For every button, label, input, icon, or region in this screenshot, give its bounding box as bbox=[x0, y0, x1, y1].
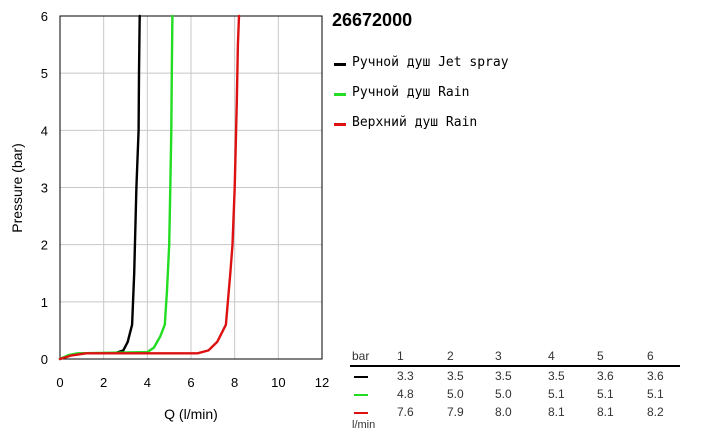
pressure-column-header: 5 bbox=[597, 349, 604, 363]
y-tick-label: 3 bbox=[41, 181, 48, 196]
x-tick-label: 4 bbox=[144, 375, 151, 390]
y-axis-label: Pressure (bar) bbox=[9, 143, 25, 232]
x-tick-label: 10 bbox=[271, 375, 285, 390]
y-tick-label: 2 bbox=[41, 238, 48, 253]
pressure-column-header: 6 bbox=[647, 349, 654, 363]
legend-swatch bbox=[334, 123, 346, 126]
flow-rate-table: bar 1 2 3 4 5 6 3.3 3.5 3.5 3.5 3.6 3.6 … bbox=[350, 349, 680, 421]
x-tick-label: 0 bbox=[56, 375, 63, 390]
y-tick-label: 4 bbox=[41, 123, 48, 138]
flow-value: 3.6 bbox=[647, 369, 664, 383]
pressure-column-header: 1 bbox=[397, 349, 404, 363]
flow-value: 5.1 bbox=[597, 387, 614, 401]
x-tick-label: 8 bbox=[231, 375, 238, 390]
flow-value: 8.1 bbox=[597, 405, 614, 419]
legend-label: Ручной душ Jet spray bbox=[352, 55, 509, 70]
flow-value: 3.5 bbox=[495, 369, 512, 383]
flow-value: 3.5 bbox=[447, 369, 464, 383]
product-code-title: 26672000 bbox=[332, 10, 413, 30]
series-line-1 bbox=[58, 14, 174, 361]
table-row: 4.8 5.0 5.0 5.1 5.1 5.1 bbox=[350, 385, 680, 403]
series-lines bbox=[58, 14, 241, 361]
flow-unit-label: l/min bbox=[352, 419, 376, 431]
pressure-column-header: 3 bbox=[495, 349, 502, 363]
flow-value: 8.0 bbox=[495, 405, 512, 419]
flow-value: 7.9 bbox=[447, 405, 464, 419]
flow-table-header: bar 1 2 3 4 5 6 bbox=[350, 349, 680, 367]
y-tick-label: 6 bbox=[41, 9, 48, 24]
flow-value: 5.0 bbox=[447, 387, 464, 401]
y-tick-label: 1 bbox=[41, 295, 48, 310]
flow-value: 8.2 bbox=[647, 405, 664, 419]
flow-value: 3.5 bbox=[548, 369, 565, 383]
x-tick-label: 2 bbox=[100, 375, 107, 390]
row-color-swatch bbox=[354, 376, 368, 378]
flow-value: 5.1 bbox=[647, 387, 664, 401]
flow-value: 4.8 bbox=[397, 387, 414, 401]
flow-value: 8.1 bbox=[548, 405, 565, 419]
x-tick-label: 6 bbox=[187, 375, 194, 390]
legend-swatch bbox=[334, 93, 346, 96]
grid-lines bbox=[60, 16, 322, 359]
series-line-2 bbox=[58, 14, 241, 361]
pressure-header-label: bar bbox=[352, 349, 370, 363]
pressure-column-header: 4 bbox=[548, 349, 555, 363]
flow-value: 5.1 bbox=[548, 387, 565, 401]
flow-value: 7.6 bbox=[397, 405, 414, 419]
row-color-swatch bbox=[354, 394, 368, 396]
y-tick-label: 0 bbox=[41, 352, 48, 367]
legend-label: Верхний душ Rain bbox=[352, 115, 478, 130]
y-tick-label: 5 bbox=[41, 66, 48, 81]
table-row: 7.6 7.9 8.0 8.1 8.1 8.2 bbox=[350, 403, 680, 421]
plot-area-frame bbox=[59, 15, 323, 360]
flow-value: 5.0 bbox=[495, 387, 512, 401]
pressure-column-header: 2 bbox=[447, 349, 454, 363]
legend-label: Ручной душ Rain bbox=[352, 85, 470, 100]
legend-swatch bbox=[334, 63, 346, 66]
x-tick-label: 12 bbox=[315, 375, 329, 390]
x-axis-label: Q (l/min) bbox=[164, 406, 218, 422]
row-color-swatch bbox=[354, 412, 368, 414]
flow-value: 3.6 bbox=[597, 369, 614, 383]
table-row: 3.3 3.5 3.5 3.5 3.6 3.6 bbox=[350, 367, 680, 385]
flow-value: 3.3 bbox=[397, 369, 414, 383]
